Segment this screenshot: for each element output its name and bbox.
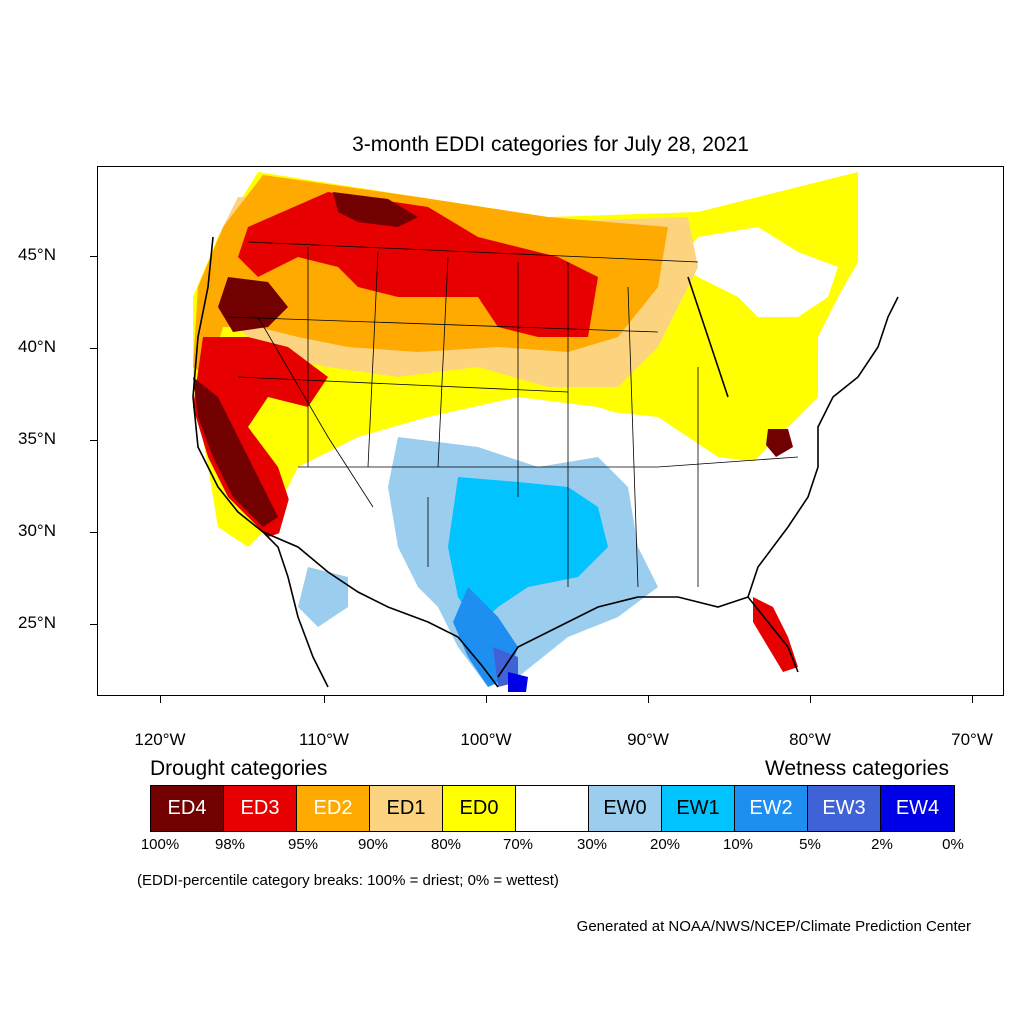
category-note: (EDDI-percentile category breaks: 100% =… (137, 872, 559, 889)
pct-break-90: 90% (357, 836, 389, 853)
lon-tick-70 (972, 696, 973, 703)
legend-box-ed2: ED2 (297, 786, 370, 831)
lat-label-25: 25°N (18, 613, 56, 632)
lon-label-110: 110°W (299, 730, 349, 749)
legend-box-ew1: EW1 (662, 786, 735, 831)
lat-label-35: 35°N (18, 429, 56, 448)
lon-tick-90 (648, 696, 649, 703)
region-ed4-montana (333, 192, 418, 227)
pct-break-5: 5% (799, 836, 821, 853)
region-ed4-virginia (766, 429, 793, 457)
legend-box-ew4: EW4 (881, 786, 954, 831)
pct-break-98: 98% (214, 836, 246, 853)
lat-tick-30 (90, 532, 97, 533)
lon-label-90: 90°W (627, 730, 669, 749)
region-ed3-florida (753, 597, 798, 672)
lon-label-70: 70°W (951, 730, 993, 749)
coastlines (192, 236, 899, 688)
wetness-heading: Wetness categories (764, 757, 949, 780)
pct-break-70: 70% (502, 836, 534, 853)
region-ed4-california (193, 377, 278, 527)
lon-tick-120 (160, 696, 161, 703)
region-ed3-west (193, 337, 328, 537)
credit-line: Generated at NOAA/NWS/NCEP/Climate Predi… (576, 918, 971, 935)
legend-box-normal (516, 786, 589, 831)
lon-label-80: 80°W (789, 730, 831, 749)
legend-box-ed3: ED3 (224, 786, 297, 831)
pct-break-10: 10% (722, 836, 754, 853)
eddi-map (97, 166, 1004, 696)
legend-box-ew3: EW3 (808, 786, 881, 831)
pct-break-20: 20% (649, 836, 681, 853)
lat-tick-25 (90, 624, 97, 625)
lon-tick-100 (486, 696, 487, 703)
lon-tick-110 (324, 696, 325, 703)
region-ew0-mexico (298, 567, 348, 627)
lat-label-30: 30°N (18, 521, 56, 540)
legend-box-ed0: ED0 (443, 786, 516, 831)
region-ew4 (508, 672, 528, 692)
map-title: 3-month EDDI categories for July 28, 202… (352, 133, 749, 156)
drought-heading: Drought categories (150, 757, 328, 780)
pct-break-0: 0% (942, 836, 964, 853)
legend-box-ew0: EW0 (589, 786, 662, 831)
pct-break-2: 2% (871, 836, 893, 853)
legend-box-ed4: ED4 (151, 786, 224, 831)
region-ed3-north (238, 192, 598, 337)
pct-break-95: 95% (287, 836, 319, 853)
pct-break-80: 80% (430, 836, 462, 853)
map-canvas (192, 172, 899, 692)
lon-label-100: 100°W (460, 730, 512, 749)
category-legend: ED4 ED3 ED2 ED1 ED0 EW0 EW1 EW2 EW3 EW4 (150, 785, 955, 832)
pct-break-100: 100% (140, 836, 180, 853)
legend-box-ed1: ED1 (370, 786, 443, 831)
lat-label-40: 40°N (18, 337, 56, 356)
region-white-northeast (678, 227, 838, 317)
lat-tick-45 (90, 256, 97, 257)
lat-tick-40 (90, 348, 97, 349)
lat-label-45: 45°N (18, 245, 56, 264)
legend-box-ew2: EW2 (735, 786, 808, 831)
pct-break-30: 30% (576, 836, 608, 853)
lon-label-120: 120°W (134, 730, 186, 749)
lon-tick-80 (810, 696, 811, 703)
lat-tick-35 (90, 440, 97, 441)
state-borders (227, 241, 799, 588)
